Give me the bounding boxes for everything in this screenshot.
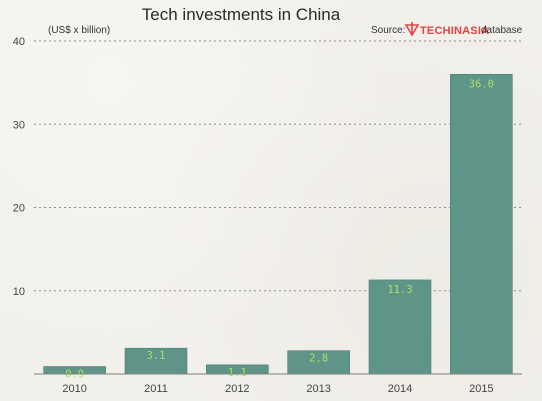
y-tick-label-30: 30	[13, 119, 25, 131]
bars-layer: 0.9 3.1 1.1 2.8 11.3 36.0	[43, 74, 513, 381]
x-tick-label-2010: 2010	[62, 383, 86, 395]
logo-text: TECHINASIA	[420, 25, 489, 37]
x-tick-label-2012: 2012	[225, 383, 249, 395]
bar-value-label-2014: 11.3	[387, 284, 412, 296]
x-tick-label-2013: 2013	[306, 383, 330, 395]
header-meta: (US$ x billion) Source: TECHINASIA datab…	[48, 22, 523, 37]
y-tick-label-10: 10	[13, 286, 25, 298]
techinasia-logo: TECHINASIA	[404, 22, 489, 37]
source-suffix: database	[481, 25, 523, 36]
x-tick-label-2015: 2015	[469, 383, 493, 395]
y-axis: 10 20 30 40	[13, 36, 25, 298]
chart-title-group: Tech investments in China	[142, 5, 341, 24]
bar-value-label-2015: 36.0	[469, 78, 494, 90]
bar-2015	[450, 74, 513, 375]
y-tick-label-20: 20	[13, 203, 25, 215]
chart-title: Tech investments in China	[142, 5, 341, 24]
unit-label: (US$ x billion)	[48, 25, 110, 36]
grid-layer	[34, 40, 522, 292]
bar-2011	[124, 347, 188, 375]
x-axis: 2010 2011 2012 2013 2014 2015	[34, 373, 522, 395]
bar-value-label-2013: 2.8	[309, 353, 328, 365]
bar-value-label-2011: 3.1	[147, 350, 166, 362]
source-prefix: Source:	[371, 25, 405, 36]
y-tick-label-40: 40	[13, 36, 25, 48]
bar-value-label-2010: 0.9	[65, 369, 84, 381]
bar-2014	[368, 279, 432, 375]
x-tick-label-2014: 2014	[388, 383, 412, 395]
bar-value-label-2012: 1.1	[228, 367, 247, 379]
x-tick-label-2011: 2011	[144, 383, 168, 395]
